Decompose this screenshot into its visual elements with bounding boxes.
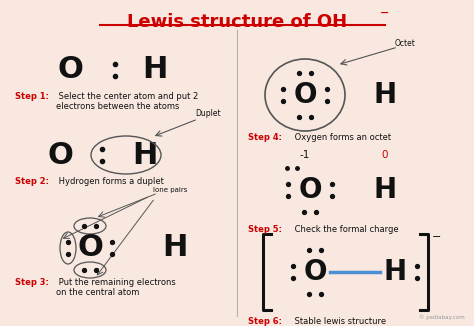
Text: Lewis structure of OH: Lewis structure of OH [127, 13, 347, 31]
Text: Step 2:: Step 2: [15, 177, 49, 186]
Text: −: − [432, 232, 441, 242]
Text: O: O [57, 55, 83, 84]
Text: Put the remaining electrons
on the central atom: Put the remaining electrons on the centr… [56, 278, 176, 297]
Text: lone pairs: lone pairs [153, 187, 187, 193]
Text: Duplet: Duplet [195, 109, 220, 117]
Text: −: − [380, 8, 389, 18]
Text: H: H [374, 176, 397, 204]
Text: H: H [132, 141, 158, 170]
Text: Step 6:: Step 6: [248, 317, 282, 326]
Text: O: O [77, 233, 103, 262]
Text: Oxygen forms an octet: Oxygen forms an octet [292, 133, 391, 142]
Text: Step 4:: Step 4: [248, 133, 282, 142]
Text: Step 3:: Step 3: [15, 278, 49, 287]
Text: H: H [142, 55, 168, 84]
Text: 0: 0 [382, 150, 388, 160]
Text: Octet: Octet [395, 38, 416, 48]
Text: Check the formal charge: Check the formal charge [292, 225, 399, 234]
Text: Stable lewis structure: Stable lewis structure [292, 317, 386, 326]
Text: H: H [162, 233, 188, 262]
Text: H: H [383, 258, 407, 286]
Text: Select the center atom and put 2
electrons between the atoms: Select the center atom and put 2 electro… [56, 92, 198, 111]
Text: © pediabay.com: © pediabay.com [419, 314, 465, 320]
Text: -1: -1 [300, 150, 310, 160]
Text: Step 5:: Step 5: [248, 225, 282, 234]
Text: O: O [47, 141, 73, 170]
Text: H: H [374, 81, 397, 109]
Text: Hydrogen forms a duplet: Hydrogen forms a duplet [56, 177, 164, 186]
Text: O: O [298, 176, 322, 204]
Text: O: O [293, 81, 317, 109]
Text: Step 1:: Step 1: [15, 92, 49, 101]
Text: O: O [303, 258, 327, 286]
